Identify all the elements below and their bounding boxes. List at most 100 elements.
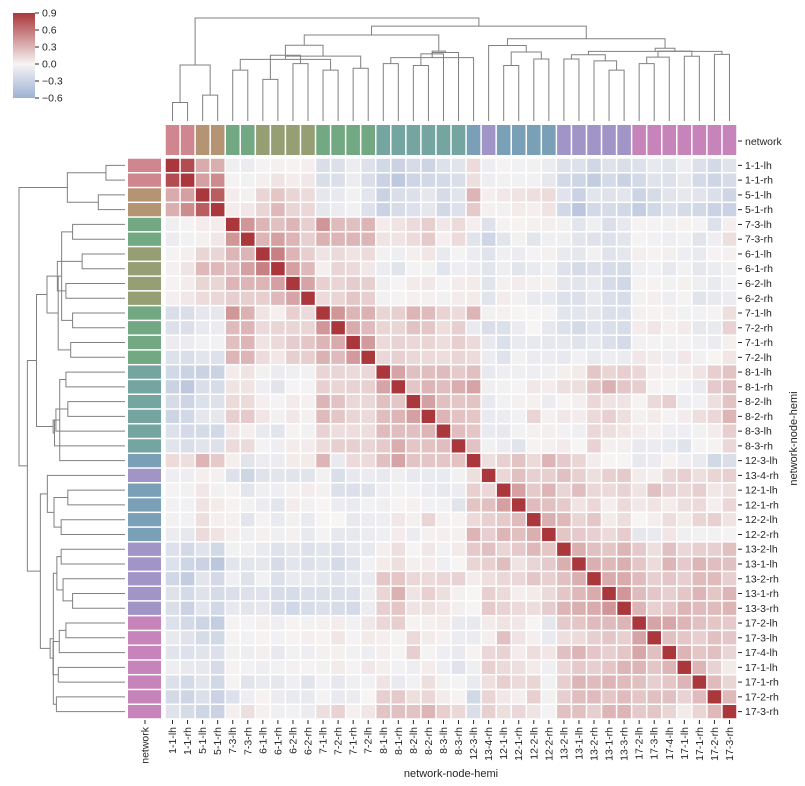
row-color-swatch — [128, 557, 161, 571]
heatmap-cell — [466, 660, 481, 674]
heatmap-cell — [225, 188, 240, 202]
heatmap-cell — [165, 601, 180, 615]
heatmap-cell — [707, 158, 722, 173]
heatmap-cell — [587, 468, 601, 483]
column-tick-label: 13-1-lh — [573, 727, 585, 760]
heatmap-cell — [632, 380, 646, 394]
heatmap-cell — [346, 483, 360, 497]
heatmap-cell — [271, 158, 285, 173]
heatmap-cell — [256, 335, 270, 350]
heatmap-cell — [316, 572, 330, 586]
column-dendrogram-link — [284, 44, 324, 57]
heatmap-cell — [346, 203, 360, 217]
heatmap-cell — [557, 601, 571, 615]
heatmap-cell — [647, 572, 661, 586]
heatmap-cell — [617, 203, 631, 217]
row-dendrogram-link — [57, 666, 125, 683]
heatmap-cell — [511, 188, 526, 202]
heatmap-cell — [496, 498, 511, 512]
heatmap-cell — [466, 439, 481, 453]
heatmap-cell — [316, 586, 330, 601]
heatmap-cell — [677, 335, 692, 350]
heatmap-cell — [466, 645, 481, 660]
heatmap-cell — [511, 232, 526, 246]
heatmap-cell — [692, 350, 707, 364]
heatmap-cell — [271, 704, 285, 719]
heatmap-cell — [271, 454, 285, 468]
heatmap-cell — [466, 306, 481, 320]
heatmap-cell — [511, 513, 526, 527]
heatmap-cell — [496, 380, 511, 394]
column-dendrogram-link — [488, 45, 527, 121]
heatmap-cell — [722, 409, 737, 423]
heatmap-cell — [722, 468, 737, 483]
heatmap-cell — [346, 306, 360, 320]
heatmap-cell — [617, 631, 631, 645]
heatmap-cell — [421, 454, 436, 468]
heatmap-cell — [632, 335, 646, 350]
column-color-swatch — [481, 125, 496, 155]
row-tick-label: 13-2-lh — [745, 544, 778, 556]
heatmap-cell — [617, 675, 631, 689]
heatmap-cell — [346, 645, 360, 660]
heatmap-cell — [421, 439, 436, 453]
row-color-swatch — [128, 542, 161, 556]
heatmap-cell — [542, 365, 556, 379]
heatmap-cell — [256, 439, 270, 453]
row-color-swatch — [128, 276, 161, 291]
heatmap-cell — [527, 468, 541, 483]
heatmap-cell — [225, 616, 240, 630]
heatmap-cell — [542, 232, 556, 246]
heatmap-cell — [707, 365, 722, 379]
column-color-swatch — [602, 125, 616, 155]
heatmap-cell — [256, 394, 270, 409]
column-color-swatch — [496, 125, 511, 155]
heatmap-cell — [180, 188, 195, 202]
heatmap-cell — [346, 262, 360, 276]
heatmap-cell — [451, 690, 466, 704]
heatmap-cell — [542, 586, 556, 601]
heatmap-cell — [406, 572, 421, 586]
heatmap-cell — [346, 631, 360, 645]
heatmap-cell — [195, 247, 210, 261]
heatmap-cell — [496, 483, 511, 497]
row-tick-label: 8-2-rh — [745, 411, 773, 423]
heatmap-cell — [301, 232, 315, 246]
heatmap-cell — [241, 335, 255, 350]
heatmap-cell — [692, 675, 707, 689]
heatmap-cell — [406, 660, 421, 674]
heatmap-cell — [301, 262, 315, 276]
heatmap-cell — [210, 424, 225, 438]
heatmap-cell — [511, 217, 526, 232]
heatmap-cell — [210, 203, 225, 217]
heatmap-cell — [542, 660, 556, 674]
heatmap-cell — [376, 380, 391, 394]
heatmap-cell — [301, 291, 315, 305]
heatmap-cell — [632, 306, 646, 320]
heatmap-cell — [436, 645, 451, 660]
heatmap-cell — [256, 616, 270, 630]
heatmap-cell — [511, 321, 526, 335]
heatmap-cell — [511, 660, 526, 674]
heatmap-cell — [481, 394, 496, 409]
row-color-swatch — [128, 365, 161, 379]
heatmap-cell — [346, 586, 360, 601]
column-tick-label: 6-1-rh — [272, 727, 284, 755]
heatmap-cell — [436, 601, 451, 615]
colorbar-tick-label: −0.6 — [42, 93, 63, 105]
heatmap-cell — [511, 704, 526, 719]
heatmap-cell — [406, 483, 421, 497]
heatmap-cell — [165, 276, 180, 291]
heatmap-cell — [210, 188, 225, 202]
heatmap-cell — [451, 513, 466, 527]
heatmap-cell — [180, 276, 195, 291]
heatmap-cell — [707, 262, 722, 276]
heatmap-cell — [406, 690, 421, 704]
heatmap-cell — [617, 660, 631, 674]
heatmap-cell — [346, 394, 360, 409]
heatmap-cell — [256, 173, 270, 187]
heatmap-cell — [677, 498, 692, 512]
heatmap-cell — [195, 380, 210, 394]
heatmap-cell — [617, 217, 631, 232]
heatmap-cell — [391, 173, 406, 187]
